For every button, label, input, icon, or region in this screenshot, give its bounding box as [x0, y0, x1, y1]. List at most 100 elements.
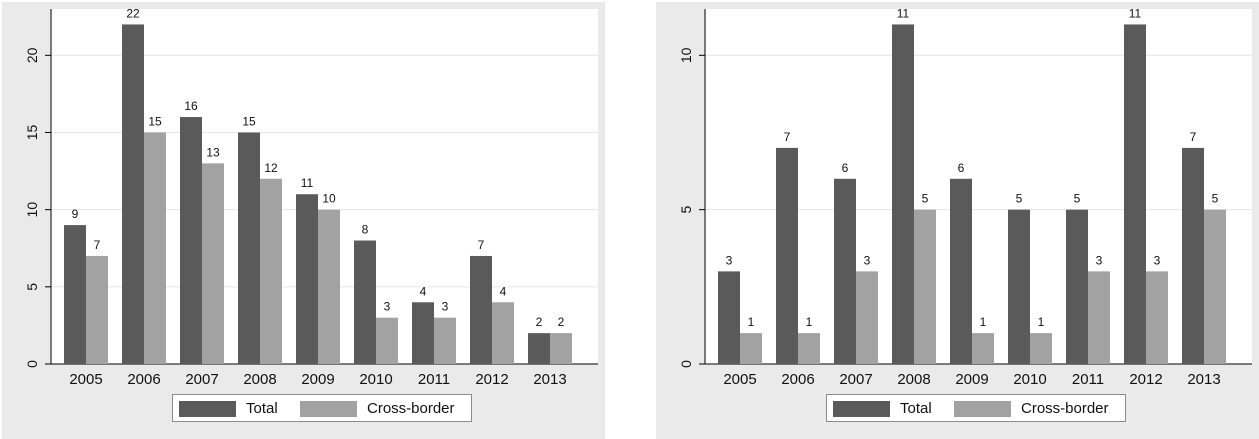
x-tick-label: 2009: [955, 371, 988, 388]
bar-total: [122, 24, 144, 364]
x-tick-label: 2010: [359, 371, 392, 388]
bar-chart-left: 0510152097200522152006161320071512200811…: [24, 6, 598, 388]
data-label-cross-border: 13: [206, 145, 220, 159]
data-label-total: 2: [536, 315, 543, 329]
bar-cross-border: [1146, 271, 1168, 364]
x-tick-label: 2011: [1072, 371, 1104, 388]
data-label-cross-border: 3: [1096, 253, 1103, 267]
x-tick-label: 2008: [897, 371, 930, 388]
bar-total: [528, 333, 550, 364]
bar-total: [950, 178, 972, 364]
bar-total: [1124, 24, 1146, 364]
data-label-cross-border: 3: [864, 253, 871, 267]
data-label-total: 5: [1074, 192, 1081, 206]
data-label-total: 11: [1129, 6, 1142, 20]
data-label-total: 6: [842, 161, 849, 175]
data-label-cross-border: 5: [1212, 192, 1219, 206]
legend-right: Total Cross-border: [826, 394, 1126, 422]
y-tick-label: 20: [24, 47, 40, 63]
bar-total: [1066, 209, 1088, 364]
data-label-cross-border: 7: [94, 238, 101, 252]
data-label-total: 7: [784, 130, 791, 144]
bar-cross-border: [550, 333, 572, 364]
x-tick-label: 2011: [418, 371, 450, 388]
data-label-cross-border: 15: [148, 114, 162, 128]
bar-chart-right: 0 5 10 3 1 2005 7 1 2006 6 3 2007 11 5 2008 6 1 2009 5 1 201…: [678, 6, 1252, 388]
legend-label-cross-border: Cross-border: [367, 400, 455, 417]
bar-total: [296, 194, 318, 364]
data-label-cross-border: 1: [1038, 315, 1045, 329]
bar-cross-border: [260, 178, 282, 364]
data-label-total: 11: [897, 6, 910, 20]
x-tick-label: 2009: [301, 371, 334, 388]
bar-cross-border: [434, 317, 456, 364]
y-tick-label: 10: [678, 47, 694, 63]
data-label-total: 7: [1190, 130, 1197, 144]
data-label-total: 3: [726, 253, 733, 267]
bar-total: [180, 117, 202, 364]
data-label-cross-border: 2: [558, 315, 565, 329]
bar-cross-border: [86, 255, 108, 364]
data-label-total: 22: [126, 6, 140, 20]
bar-cross-border: [740, 333, 762, 364]
data-label-total: 15: [242, 114, 256, 128]
legend-label-cross-border: Cross-border: [1021, 400, 1109, 417]
bar-total: [834, 178, 856, 364]
bar-total: [64, 225, 86, 364]
data-label-cross-border: 4: [500, 284, 507, 298]
bar-total: [354, 240, 376, 364]
data-label-total: 6: [958, 161, 965, 175]
bar-cross-border: [376, 317, 398, 364]
bar-cross-border: [144, 132, 166, 364]
chart-panel-left: 0 5 10 15 20 9 7 2005 22 15 2006 16 13 2007 15 12 2008 11…: [2, 2, 605, 439]
bar-cross-border: [914, 209, 936, 364]
bar-total: [892, 24, 914, 364]
legend-swatch-cross-border: [300, 401, 357, 417]
data-label-cross-border: 1: [748, 315, 755, 329]
legend-label-total: Total: [246, 400, 278, 417]
bar-cross-border: [318, 209, 340, 364]
y-tick-label: 5: [678, 206, 694, 214]
chart-panel-right: 0 5 10 3 1 2005 7 1 2006 6 3 2007 11 5 2008 6 1 2009 5 1 201…: [656, 2, 1259, 439]
bar-cross-border: [492, 302, 514, 364]
bar-total: [718, 271, 740, 364]
x-tick-label: 2012: [475, 371, 508, 388]
legend-swatch-total: [833, 401, 890, 417]
bar-total: [1182, 147, 1204, 364]
data-label-total: 4: [420, 284, 427, 298]
bar-total: [776, 147, 798, 364]
data-label-cross-border: 10: [322, 192, 336, 206]
bar-cross-border: [972, 333, 994, 364]
data-label-total: 16: [184, 99, 198, 113]
bar-total: [238, 132, 260, 364]
bar-cross-border: [1204, 209, 1226, 364]
y-tick-label: 5: [24, 283, 40, 291]
x-tick-label: 2007: [839, 371, 872, 388]
x-tick-label: 2007: [185, 371, 218, 388]
legend-label-total: Total: [900, 400, 932, 417]
x-tick-label: 2006: [127, 371, 160, 388]
x-tick-label: 2010: [1013, 371, 1046, 388]
bar-total: [1008, 209, 1030, 364]
data-label-cross-border: 5: [922, 192, 929, 206]
x-tick-label: 2013: [533, 371, 566, 388]
bar-cross-border: [856, 271, 878, 364]
x-tick-label: 2008: [243, 371, 276, 388]
data-label-cross-border: 3: [442, 300, 449, 314]
bar-total: [470, 255, 492, 364]
bar-cross-border: [798, 333, 820, 364]
x-tick-label: 2006: [781, 371, 814, 388]
data-label-cross-border: 12: [264, 161, 278, 175]
data-label-total: 5: [1016, 192, 1023, 206]
data-label-cross-border: 1: [806, 315, 813, 329]
data-label-cross-border: 1: [980, 315, 987, 329]
data-label-total: 11: [301, 176, 314, 190]
legend-left: Total Cross-border: [172, 394, 472, 422]
y-tick-label: 15: [24, 124, 40, 140]
bar-cross-border: [202, 163, 224, 364]
data-label-total: 7: [478, 238, 485, 252]
bar-cross-border: [1030, 333, 1052, 364]
x-tick-label: 2012: [1129, 371, 1162, 388]
x-tick-label: 2005: [723, 371, 756, 388]
x-tick-label: 2005: [69, 371, 102, 388]
